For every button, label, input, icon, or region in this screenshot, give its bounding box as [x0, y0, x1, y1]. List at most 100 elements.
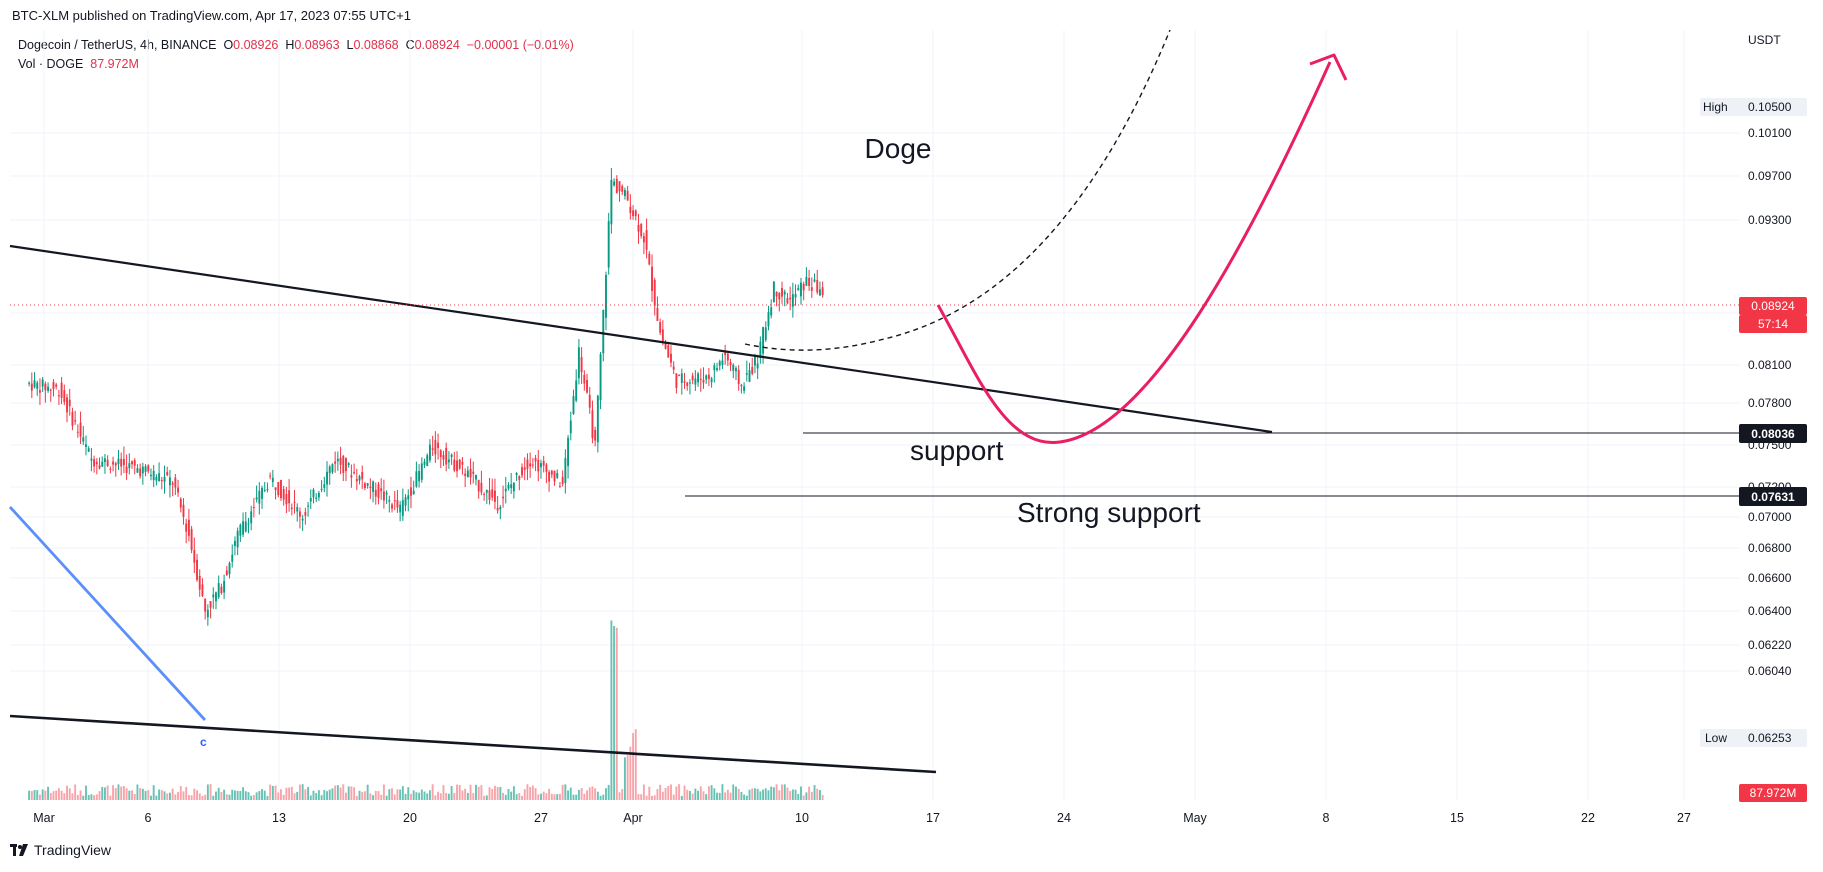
volume-bar [277, 792, 280, 800]
volume-bar [326, 791, 328, 800]
bar-countdown-tag: 57:14 [1758, 317, 1788, 331]
volume-bar [794, 789, 797, 800]
volume-bar [41, 789, 44, 800]
volume-bar [171, 788, 174, 800]
candle-body [120, 458, 123, 467]
candle-body [610, 179, 613, 225]
volume-bar [410, 793, 412, 800]
volume-bar [150, 795, 152, 800]
candle-body [594, 429, 597, 441]
volume-bar [678, 784, 681, 800]
volume-bar [735, 786, 737, 800]
volume-bar [290, 786, 293, 800]
candle-body [786, 298, 789, 304]
volume-bar [236, 790, 239, 800]
volume-bar [168, 792, 171, 800]
volume-bar [529, 786, 532, 800]
volume-bar [231, 789, 234, 800]
candle-body [209, 601, 212, 608]
volume-bar [182, 791, 185, 800]
candle-body [445, 447, 448, 465]
volume-bar [112, 785, 115, 800]
volume-bar [694, 788, 697, 800]
candle-body [718, 361, 721, 366]
candle-body [52, 382, 55, 389]
volume-bar [372, 795, 375, 800]
candle-body [656, 307, 659, 321]
candle-body [101, 461, 104, 467]
candle-body [166, 471, 169, 476]
volume-bar [672, 794, 675, 800]
candle-body [762, 327, 765, 354]
volume-bar [653, 795, 656, 800]
blue-wave-line [8, 506, 207, 721]
candle-body [518, 476, 521, 480]
volume-bar [466, 792, 469, 800]
volume-bar [591, 786, 594, 800]
price-tick-label: 0.06220 [1748, 638, 1792, 652]
volume-bar [428, 790, 431, 800]
volume-label[interactable]: Vol · DOGE [18, 57, 84, 71]
chart-grid [10, 30, 1740, 800]
candle-body [412, 490, 415, 495]
low-tag-label: Low [1705, 731, 1727, 745]
volume-bar [461, 790, 464, 800]
volume-bar [261, 789, 263, 800]
volume-bar [407, 787, 410, 800]
candle-body [596, 395, 599, 443]
time-tick-label: 27 [1677, 811, 1691, 825]
candle-body [805, 276, 808, 286]
symbol-name[interactable]: Dogecoin / TetherUS, 4h, BINANCE [18, 38, 217, 52]
volume-bar [52, 791, 55, 800]
candle-body [233, 540, 236, 547]
candle-body [320, 488, 323, 491]
arrow-head-icon [1309, 53, 1348, 81]
volume-bar [136, 784, 139, 800]
candle-body [187, 519, 190, 536]
candle-body [642, 236, 645, 243]
volume-bar [724, 792, 727, 800]
volume-bar [160, 790, 163, 800]
volume-bar [572, 794, 575, 800]
volume-bar [158, 789, 161, 800]
open-value: 0.08926 [233, 38, 279, 52]
volume-bar [634, 729, 637, 800]
volume-bar [187, 794, 190, 800]
candle-body [90, 458, 93, 461]
volume-bar [76, 794, 79, 800]
volume-bar [437, 791, 440, 800]
volume-bar [33, 790, 36, 800]
volume-bar [57, 788, 60, 800]
price-tick-label: 0.10100 [1748, 126, 1792, 140]
candle-body [529, 463, 532, 467]
candle-body [350, 475, 353, 478]
volume-legend: Vol · DOGE 87.972M [18, 57, 139, 71]
candle-body [732, 364, 735, 371]
candle-body [629, 206, 632, 213]
volume-bar [336, 785, 339, 800]
volume-bar [28, 790, 31, 800]
high-tag-box-bg [1700, 98, 1807, 116]
drawings: c Doge support Strong support [8, 29, 1740, 774]
candle-body [277, 482, 280, 496]
candle-body [545, 464, 548, 472]
tradingview-footer[interactable]: TradingView [10, 842, 111, 858]
volume-bar [393, 794, 396, 800]
candle-body [76, 431, 79, 433]
volume-bar [131, 790, 133, 800]
candle-body [407, 495, 410, 500]
volume-bar [810, 791, 813, 800]
low-label: L [346, 38, 354, 52]
candle-body [477, 479, 480, 492]
candle-body [328, 466, 331, 474]
volume-bar [355, 795, 358, 800]
candle-body [735, 368, 737, 372]
volume-bar [258, 791, 261, 800]
volume-bar [66, 785, 68, 800]
current-price-tag: 0.08924 [1751, 299, 1795, 313]
volume-bar [280, 789, 282, 800]
candle-body [185, 523, 188, 532]
volume-bar [526, 784, 529, 800]
volume-bar [423, 791, 426, 800]
